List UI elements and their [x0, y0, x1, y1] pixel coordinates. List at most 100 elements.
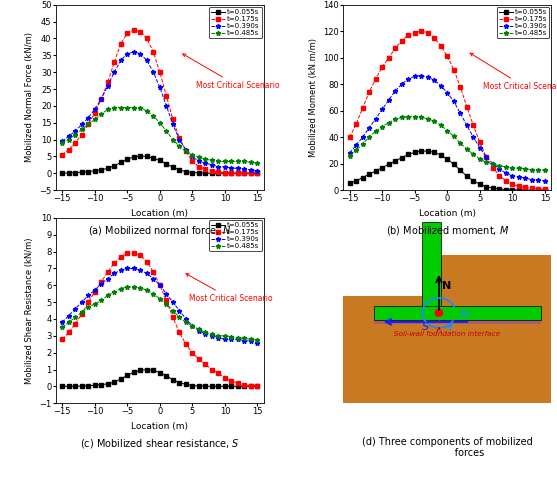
t=0.055s [111, 163, 118, 169]
t=0.390s [418, 73, 424, 79]
t=0.055s [234, 384, 241, 389]
t=0.055s [130, 369, 137, 375]
t=0.175s [215, 370, 222, 376]
t=0.390s [241, 167, 248, 172]
t=0.055s [59, 384, 66, 389]
t=0.055s [150, 368, 157, 373]
t=0.485s [208, 157, 215, 163]
t=0.485s [72, 314, 79, 320]
t=0.485s [529, 167, 535, 172]
t=0.055s [496, 186, 503, 192]
t=0.390s [176, 308, 183, 313]
t=0.390s [189, 323, 196, 329]
t=0.055s [176, 167, 183, 173]
t=0.175s [183, 148, 189, 154]
t=0.175s [529, 185, 535, 191]
Text: (a) Mobilized normal force, $N$: (a) Mobilized normal force, $N$ [88, 224, 232, 237]
t=0.485s [451, 133, 457, 139]
t=0.485s [215, 333, 222, 339]
t=0.055s [398, 155, 405, 160]
Legend: t=0.055s, t=0.175s, t=0.390s, t=0.485s: t=0.055s, t=0.175s, t=0.390s, t=0.485s [209, 7, 262, 38]
t=0.485s [353, 147, 359, 153]
Line: t=0.055s: t=0.055s [60, 368, 260, 388]
t=0.485s [79, 127, 85, 132]
t=0.175s [451, 67, 457, 72]
t=0.055s [150, 155, 157, 161]
t=0.175s [130, 27, 137, 33]
t=0.175s [104, 79, 111, 85]
Line: t=0.485s: t=0.485s [347, 114, 548, 173]
t=0.055s [222, 170, 228, 176]
t=0.175s [118, 41, 124, 47]
t=0.485s [65, 137, 72, 143]
t=0.175s [137, 29, 144, 35]
t=0.175s [150, 49, 157, 55]
t=0.485s [202, 330, 209, 336]
t=0.485s [346, 153, 353, 158]
t=0.055s [157, 157, 163, 163]
t=0.390s [379, 107, 385, 112]
t=0.390s [118, 267, 124, 273]
t=0.055s [137, 153, 144, 159]
t=0.485s [234, 158, 241, 164]
t=0.485s [248, 336, 255, 342]
t=0.175s [522, 185, 529, 191]
t=0.055s [490, 185, 496, 191]
t=0.175s [234, 380, 241, 386]
t=0.390s [385, 97, 392, 103]
t=0.055s [541, 187, 548, 193]
t=0.485s [111, 289, 118, 295]
t=0.175s [144, 259, 150, 264]
Bar [374, 306, 541, 320]
t=0.175s [208, 168, 215, 174]
Y-axis label: Mobilized Shear Resistance (kN/m): Mobilized Shear Resistance (kN/m) [25, 237, 34, 384]
t=0.485s [59, 324, 66, 330]
t=0.055s [470, 178, 477, 184]
t=0.055s [65, 384, 72, 389]
t=0.390s [457, 110, 463, 116]
t=0.175s [176, 330, 183, 336]
t=0.485s [150, 113, 157, 119]
t=0.175s [59, 152, 66, 157]
t=0.175s [385, 55, 392, 60]
t=0.390s [248, 338, 255, 344]
t=0.390s [483, 154, 490, 160]
t=0.175s [65, 147, 72, 153]
t=0.390s [502, 170, 509, 176]
Line: t=0.055s: t=0.055s [60, 154, 260, 175]
t=0.055s [529, 187, 535, 193]
X-axis label: Location (m): Location (m) [131, 209, 188, 218]
t=0.485s [405, 114, 412, 120]
t=0.390s [228, 165, 235, 171]
t=0.175s [189, 350, 196, 356]
t=0.390s [208, 333, 215, 339]
t=0.485s [72, 132, 79, 137]
t=0.390s [392, 88, 399, 94]
t=0.175s [98, 279, 105, 285]
t=0.390s [516, 174, 522, 180]
t=0.055s [359, 175, 366, 180]
t=0.175s [98, 96, 105, 102]
t=0.390s [254, 168, 261, 173]
Text: S: S [422, 322, 429, 332]
t=0.485s [463, 146, 470, 152]
t=0.055s [463, 173, 470, 179]
t=0.175s [189, 158, 196, 164]
t=0.175s [437, 43, 444, 48]
t=0.390s [202, 331, 209, 337]
t=0.175s [150, 269, 157, 275]
t=0.485s [196, 326, 202, 332]
t=0.055s [535, 187, 542, 193]
t=0.485s [202, 156, 209, 162]
t=0.390s [208, 162, 215, 168]
t=0.390s [98, 281, 105, 287]
t=0.175s [444, 54, 451, 60]
t=0.485s [385, 120, 392, 125]
t=0.055s [412, 149, 418, 155]
t=0.055s [183, 382, 189, 387]
t=0.175s [535, 186, 542, 192]
t=0.485s [234, 335, 241, 340]
t=0.485s [379, 124, 385, 130]
t=0.390s [424, 74, 431, 80]
t=0.175s [418, 28, 424, 34]
